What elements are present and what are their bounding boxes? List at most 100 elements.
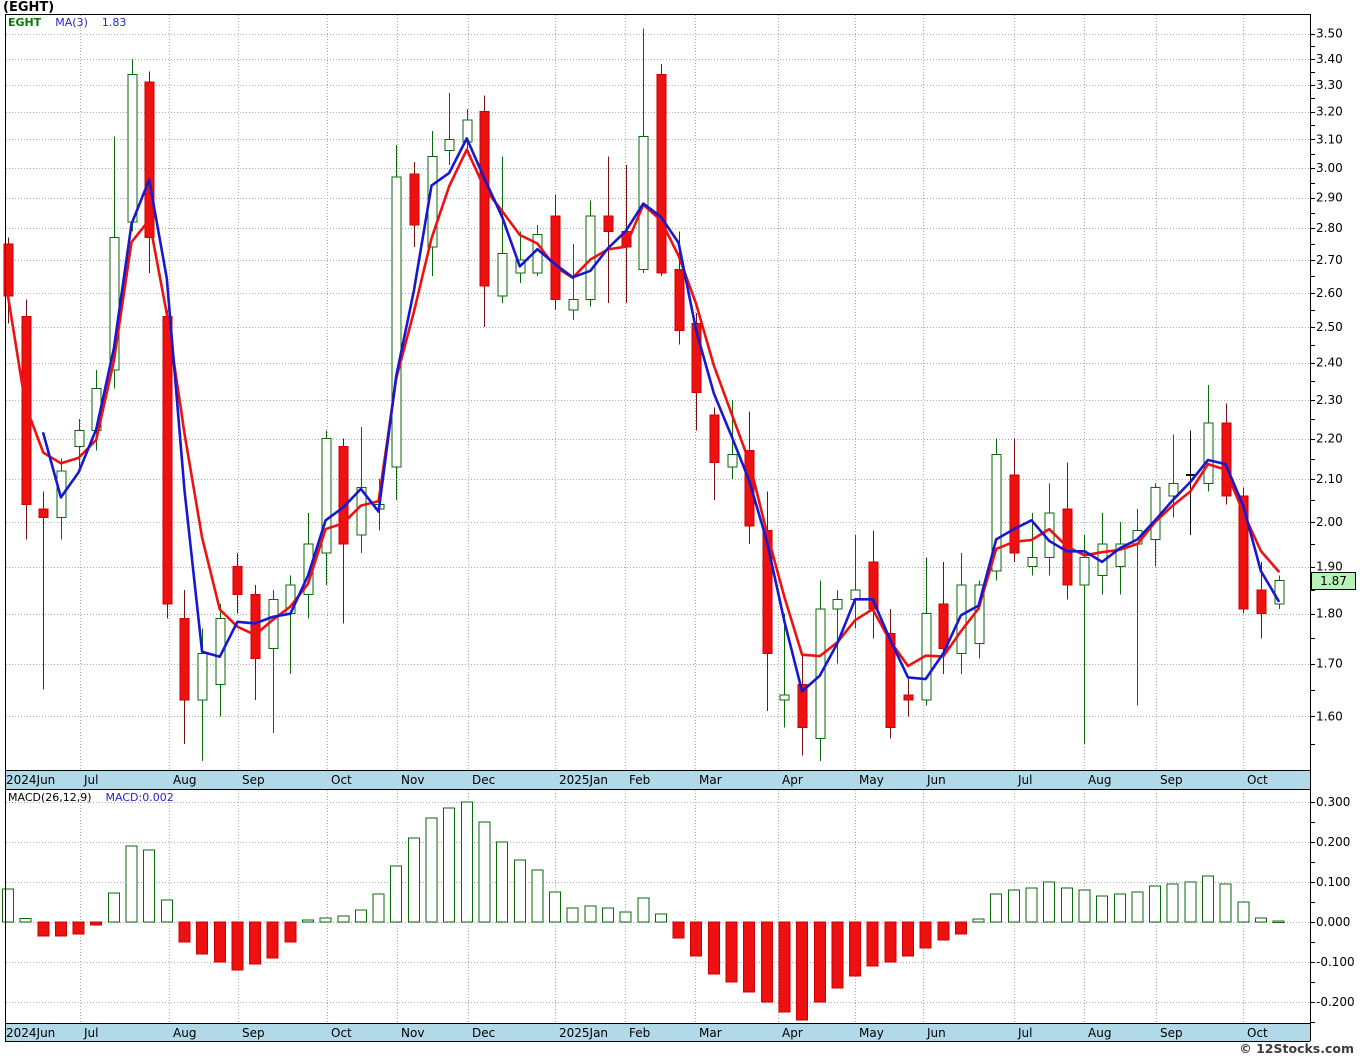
- month-label: Dec: [472, 1026, 495, 1040]
- candle-body: [1115, 543, 1126, 568]
- macd-bar: [866, 921, 879, 967]
- price-tick-label: 3.20: [1316, 105, 1343, 119]
- macd-bar: [196, 921, 209, 955]
- macd-bar: [584, 905, 597, 923]
- macd-bar: [760, 921, 773, 1003]
- month-label: Apr: [782, 773, 803, 787]
- macd-bar: [619, 911, 632, 923]
- month-label: Nov: [401, 773, 424, 787]
- month-label: Aug: [173, 1026, 196, 1040]
- candle-body: [179, 618, 190, 701]
- candle-body: [268, 598, 279, 649]
- macd-tick-label: 0.100: [1316, 875, 1350, 889]
- macd-bar: [319, 917, 332, 923]
- month-label: Nov: [401, 1026, 424, 1040]
- macd-bar: [1043, 881, 1056, 923]
- month-label: Oct: [1247, 1026, 1268, 1040]
- month-label: 2024Jun: [6, 773, 55, 787]
- macd-bar: [143, 849, 156, 923]
- month-label: Feb: [629, 773, 650, 787]
- macd-bar: [90, 921, 103, 926]
- candle-body: [250, 594, 261, 659]
- macd-bar: [1025, 887, 1038, 923]
- macd-bar: [937, 921, 950, 941]
- macd-bar: [1254, 917, 1267, 923]
- price-tick-label: 2.80: [1316, 221, 1343, 235]
- price-tick-label: 1.90: [1316, 560, 1343, 574]
- candle-body: [656, 73, 667, 274]
- macd-tick-label: -0.100: [1316, 955, 1355, 969]
- month-label: Jul: [83, 1026, 98, 1040]
- macd-bar: [672, 921, 685, 939]
- macd-bar: [2, 888, 14, 923]
- macd-bar: [231, 921, 244, 971]
- month-label: Mar: [699, 1026, 722, 1040]
- month-label: Sep: [1160, 773, 1183, 787]
- macd-bar: [19, 917, 32, 923]
- macd-bar: [425, 817, 438, 923]
- candle-body: [727, 454, 738, 468]
- macd-bar: [125, 845, 138, 923]
- month-label: May: [859, 1026, 884, 1040]
- candle-body: [744, 450, 755, 527]
- macd-bar: [354, 909, 367, 923]
- month-label: Mar: [699, 773, 722, 787]
- macd-bar: [266, 921, 279, 959]
- month-label: 2025Jan: [559, 1026, 608, 1040]
- candle-body: [444, 138, 455, 152]
- macd-bar: [601, 907, 614, 923]
- price-tick-label: 2.40: [1316, 356, 1343, 370]
- macd-bar: [249, 921, 262, 965]
- candle-body: [956, 584, 967, 654]
- candle-body: [321, 438, 332, 554]
- month-label: Oct: [331, 1026, 352, 1040]
- price-tick-label: 3.40: [1316, 52, 1343, 66]
- macd-bar: [1007, 889, 1020, 923]
- macd-bar: [725, 921, 738, 983]
- price-tick-label: 2.70: [1316, 253, 1343, 267]
- macd-bar: [1166, 883, 1179, 923]
- candle-body: [1027, 556, 1038, 568]
- candle-body: [38, 508, 49, 518]
- price-tick-label: 1.80: [1316, 607, 1343, 621]
- month-label: Jul: [83, 773, 98, 787]
- page-title: (EGHT): [3, 0, 55, 15]
- price-tick-label: 2.20: [1316, 432, 1343, 446]
- candle-body: [938, 603, 949, 649]
- legend-ma-label: MA(3): [55, 16, 88, 29]
- price-tick-label: 2.00: [1316, 515, 1343, 529]
- month-label: Aug: [1088, 773, 1111, 787]
- month-label: Jul: [1017, 773, 1032, 787]
- macd-bar: [1078, 889, 1091, 923]
- month-label: Sep: [242, 773, 265, 787]
- macd-bar: [1113, 893, 1126, 923]
- candle-body: [56, 470, 67, 518]
- candle-body: [127, 73, 138, 223]
- macd-bar: [743, 921, 756, 993]
- macd-bar: [372, 893, 385, 923]
- macd-bar: [478, 821, 491, 923]
- candle-body: [691, 323, 702, 393]
- price-tick-label: 1.70: [1316, 657, 1343, 671]
- candle-body: [409, 173, 420, 226]
- month-label: Jun: [926, 1026, 946, 1040]
- macd-bar: [707, 921, 720, 975]
- month-label: Apr: [782, 1026, 803, 1040]
- macd-bar: [954, 921, 967, 935]
- candle-body: [74, 430, 85, 448]
- candle-body: [1221, 422, 1232, 497]
- candle-body: [709, 414, 720, 464]
- month-label: Aug: [1088, 1026, 1111, 1040]
- month-label: Jun: [926, 773, 946, 787]
- candle-body: [903, 694, 914, 701]
- price-tick-label: 2.60: [1316, 286, 1343, 300]
- macd-current-value: MACD:0.002: [105, 791, 174, 804]
- macd-tick-label: 0.000: [1316, 915, 1350, 929]
- candle-body: [1274, 579, 1285, 605]
- macd-bar: [531, 869, 544, 923]
- macd-bar: [972, 918, 985, 923]
- macd-bar: [460, 801, 473, 923]
- macd-bar: [160, 899, 173, 923]
